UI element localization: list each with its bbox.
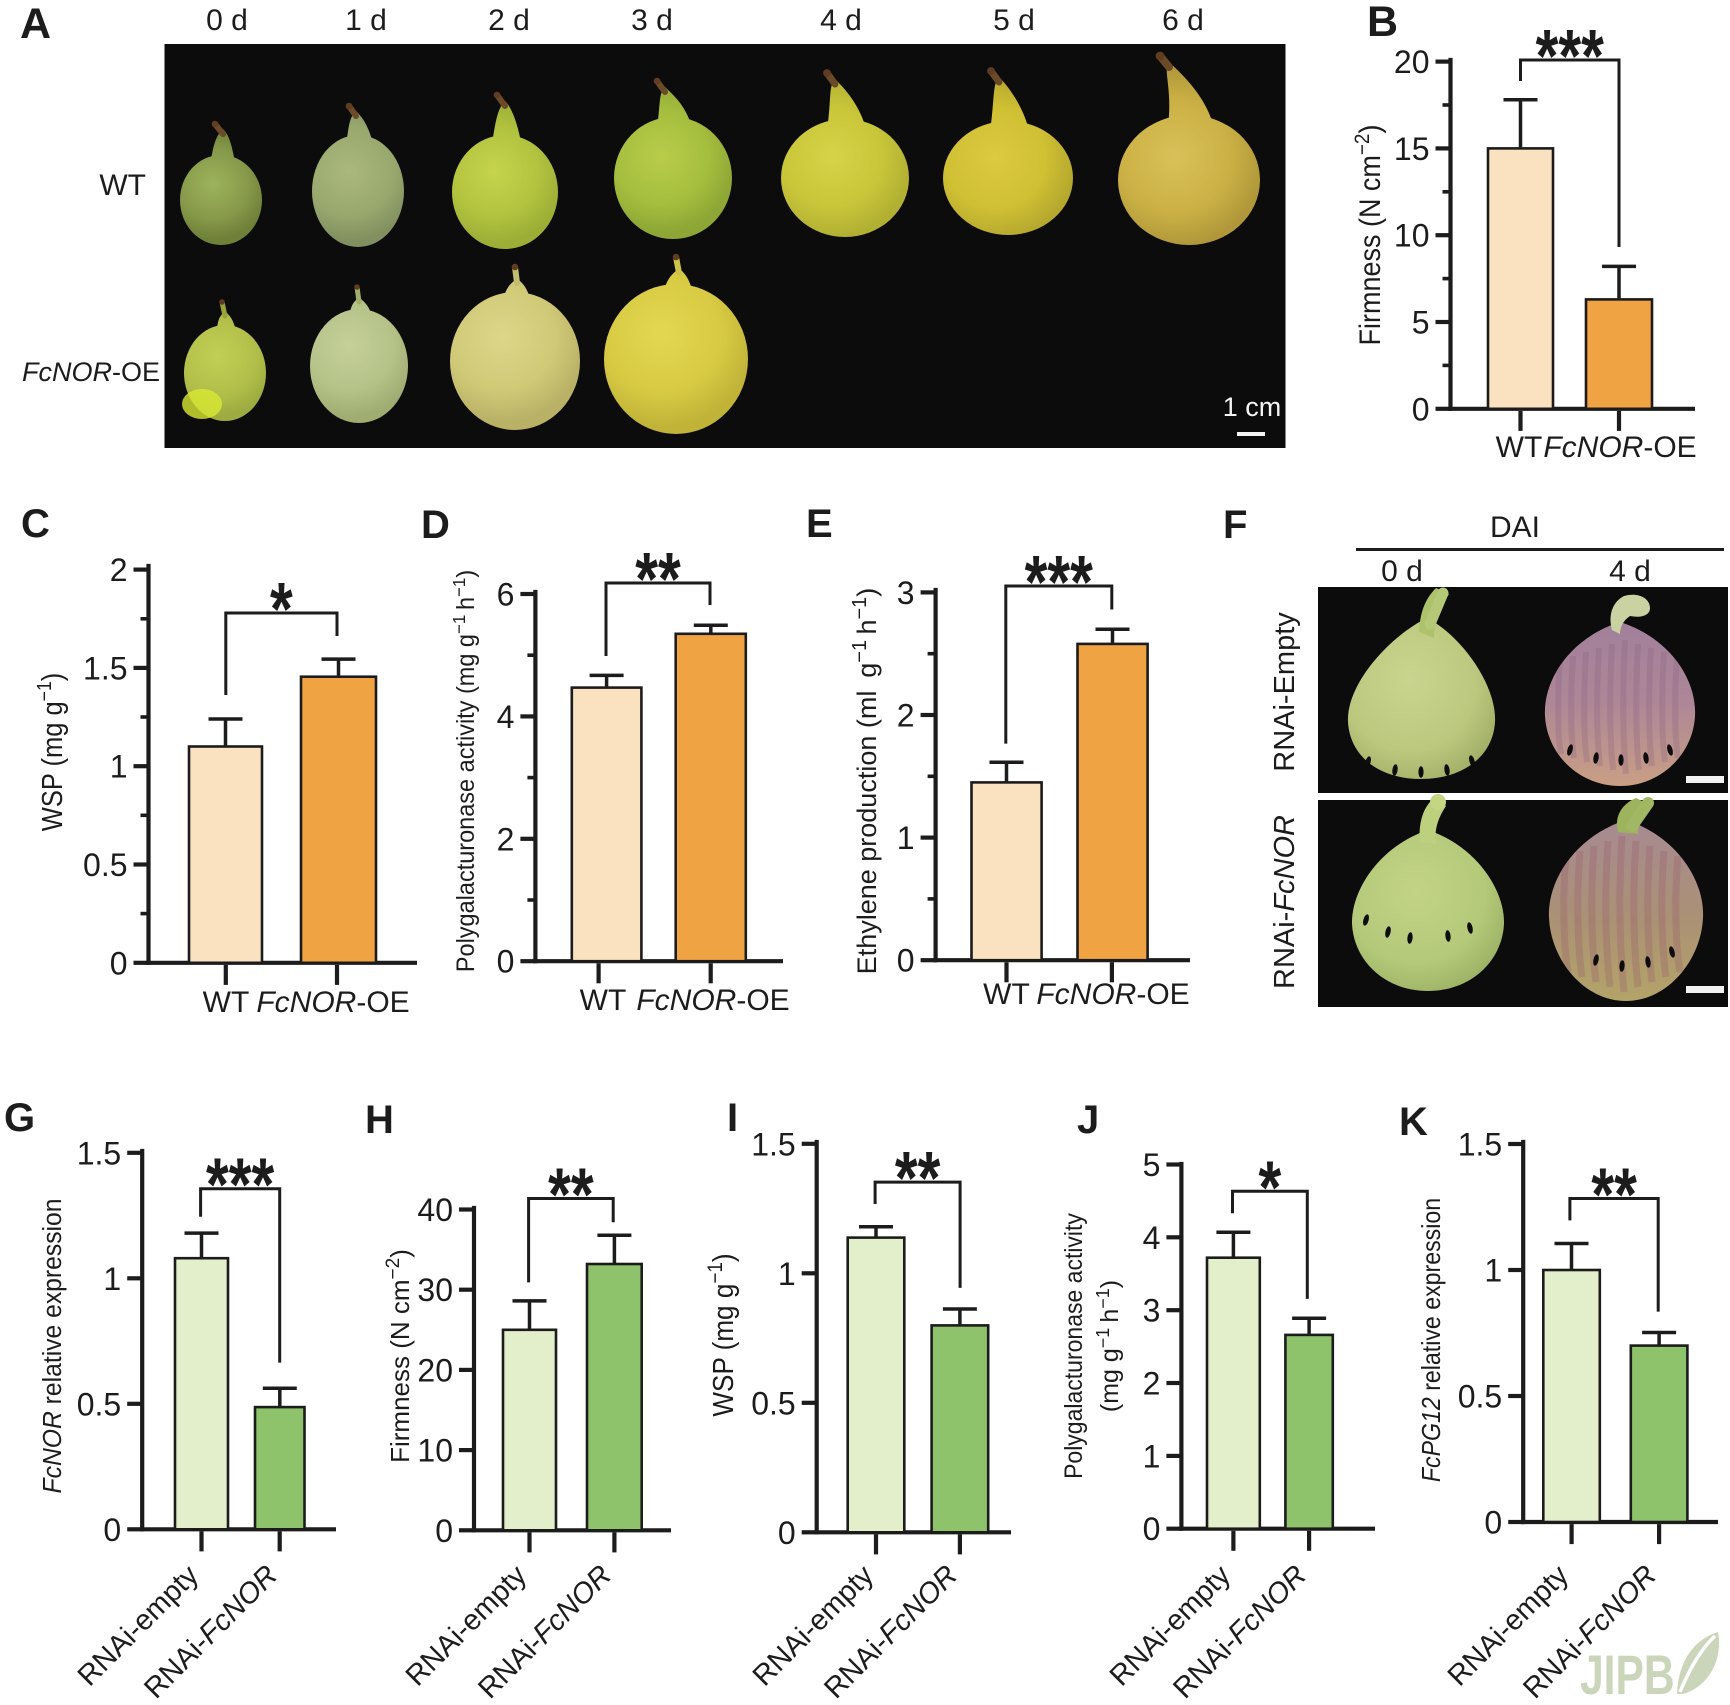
svg-text:G: G [4, 1096, 35, 1140]
svg-text:2: 2 [497, 821, 515, 857]
svg-text:H: H [365, 1098, 394, 1142]
svg-text:***: *** [1536, 15, 1605, 99]
svg-text:4: 4 [1143, 1220, 1161, 1256]
svg-text:4 d: 4 d [820, 4, 862, 37]
svg-text:FcPG12 relative expression: FcPG12 relative expression [1418, 1198, 1447, 1482]
svg-text:**: ** [895, 1137, 941, 1221]
svg-text:20: 20 [1394, 44, 1430, 80]
svg-text:0: 0 [103, 1512, 121, 1548]
svg-text:0: 0 [1484, 1505, 1502, 1541]
svg-text:3 d: 3 d [631, 4, 673, 37]
svg-text:1: 1 [103, 1261, 121, 1297]
svg-text:0: 0 [1143, 1511, 1161, 1547]
svg-text:FcNOR-OE: FcNOR-OE [1543, 431, 1696, 464]
svg-text:K: K [1399, 1100, 1428, 1144]
svg-text:0 d: 0 d [206, 4, 248, 37]
svg-text:0: 0 [110, 945, 128, 981]
svg-text:B: B [1367, 0, 1398, 46]
svg-text:1.5: 1.5 [83, 650, 127, 686]
svg-text:40: 40 [417, 1192, 453, 1228]
svg-text:0 d: 0 d [1381, 555, 1423, 588]
svg-text:5 d: 5 d [993, 4, 1035, 37]
svg-text:Firmness (N cm−2): Firmness (N cm−2) [1351, 125, 1387, 346]
svg-text:5: 5 [1412, 305, 1430, 341]
svg-text:1.5: 1.5 [77, 1135, 121, 1171]
svg-text:FcNOR-OE: FcNOR-OE [22, 357, 160, 387]
svg-text:***: *** [1025, 541, 1094, 625]
svg-text:2: 2 [897, 698, 915, 734]
svg-text:5: 5 [1143, 1147, 1161, 1183]
svg-text:Ethylene production (ml g−1 h: Ethylene production (ml g−1 h−1) [849, 588, 882, 975]
svg-text:2 d: 2 d [488, 4, 530, 37]
svg-text:Polygalacturonase activity (mg: Polygalacturonase activity (mg g−1 h−1) [449, 570, 481, 972]
svg-text:0: 0 [435, 1513, 453, 1549]
svg-text:FcNOR-OE: FcNOR-OE [636, 984, 789, 1017]
svg-text:I: I [727, 1096, 738, 1140]
svg-text:RNAi-Empty: RNAi-Empty [1269, 612, 1301, 772]
svg-text:1: 1 [778, 1256, 796, 1292]
svg-text:3: 3 [897, 575, 915, 611]
svg-text:1: 1 [1143, 1438, 1161, 1474]
svg-text:1: 1 [110, 749, 128, 785]
svg-text:6: 6 [497, 577, 515, 613]
svg-text:3: 3 [1143, 1293, 1161, 1329]
svg-text:WT: WT [99, 169, 146, 202]
svg-text:D: D [421, 503, 450, 547]
svg-text:0.5: 0.5 [83, 847, 127, 883]
svg-text:WT: WT [983, 978, 1030, 1011]
svg-text:DAI: DAI [1490, 511, 1540, 544]
svg-text:2: 2 [1143, 1366, 1161, 1402]
svg-text:C: C [21, 502, 50, 546]
svg-text:**: ** [635, 538, 681, 622]
svg-text:1.5: 1.5 [751, 1126, 795, 1162]
svg-text:Polygalacturonase activity: Polygalacturonase activity [1060, 1213, 1088, 1479]
svg-text:0.5: 0.5 [77, 1386, 121, 1422]
svg-text:J: J [1077, 1098, 1099, 1142]
svg-text:30: 30 [417, 1272, 453, 1308]
svg-text:10: 10 [417, 1433, 453, 1469]
svg-text:1: 1 [1484, 1253, 1502, 1289]
svg-text:1: 1 [897, 820, 915, 856]
svg-text:0: 0 [897, 943, 915, 979]
svg-text:FcNOR-OE: FcNOR-OE [1036, 978, 1189, 1011]
svg-text:Firmness (N cm−2): Firmness (N cm−2) [383, 1249, 415, 1463]
svg-text:4: 4 [497, 699, 515, 735]
svg-text:0.5: 0.5 [751, 1385, 795, 1421]
svg-text:1 cm: 1 cm [1223, 392, 1282, 422]
svg-text:FcNOR relative expression: FcNOR relative expression [38, 1199, 67, 1494]
svg-text:4 d: 4 d [1609, 555, 1651, 588]
svg-text:1.5: 1.5 [1458, 1127, 1502, 1163]
svg-text:***: *** [206, 1144, 275, 1228]
svg-text:FcNOR-OE: FcNOR-OE [256, 986, 409, 1019]
svg-text:1 d: 1 d [345, 4, 387, 37]
svg-text:6 d: 6 d [1162, 4, 1204, 37]
svg-text:*: * [1259, 1146, 1282, 1230]
svg-text:20: 20 [417, 1352, 453, 1388]
svg-text:0: 0 [778, 1515, 796, 1551]
svg-text:0: 0 [497, 944, 515, 980]
svg-text:*: * [270, 568, 293, 652]
svg-text:15: 15 [1394, 131, 1430, 167]
svg-text:2: 2 [110, 552, 128, 588]
svg-text:WT: WT [580, 984, 627, 1017]
svg-text:10: 10 [1394, 218, 1430, 254]
svg-text:F: F [1223, 503, 1247, 547]
svg-text:0.5: 0.5 [1458, 1379, 1502, 1415]
svg-text:JIPB: JIPB [1580, 1643, 1675, 1700]
svg-text:E: E [806, 502, 833, 546]
svg-text:0: 0 [1412, 391, 1430, 427]
svg-text:**: ** [1591, 1154, 1637, 1238]
svg-text:**: ** [548, 1154, 594, 1238]
svg-text:A: A [20, 0, 51, 48]
svg-text:WT: WT [1496, 431, 1543, 464]
svg-text:WT: WT [203, 986, 250, 1019]
svg-text:RNAi-FcNOR: RNAi-FcNOR [1269, 815, 1301, 989]
